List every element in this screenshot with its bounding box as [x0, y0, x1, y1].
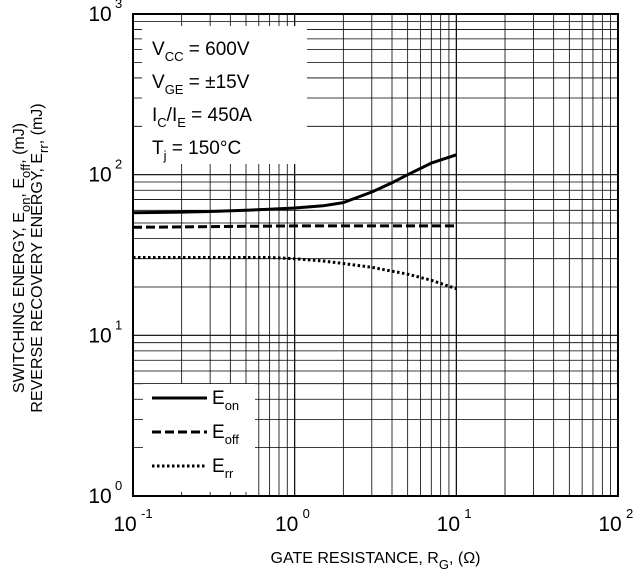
y-tick-exponent: 3	[115, 0, 122, 11]
y-axis-label-line: REVERSE RECOVERY ENERGY, Err, (mJ)	[29, 103, 51, 412]
series-line-on	[132, 153, 457, 215]
x-tick-exponent: 0	[303, 506, 310, 521]
axis-labels: GATE RESISTANCE, RG, (Ω) SWITCHING ENERGY…	[11, 103, 480, 572]
y-axis-label-line: SWITCHING ENERGY, Eon, Eoff, (mJ)	[11, 123, 33, 393]
x-tick-exponent: -1	[141, 506, 153, 521]
x-tick-label: 10	[437, 513, 460, 536]
x-tick-exponent: 2	[626, 506, 633, 521]
x-axis-label: GATE RESISTANCE, RG, (Ω)	[271, 550, 481, 572]
y-tick-label: 10	[88, 3, 111, 26]
conditions-background	[142, 26, 307, 164]
series-lines	[132, 153, 457, 291]
plot-frame	[132, 13, 619, 497]
y-tick-label: 10	[88, 164, 111, 187]
test-conditions-box: VCC = 600V VGE = ±15V IC/IE = 450A Tj = 150…	[142, 26, 307, 164]
condition-line: VCC = 600V	[152, 39, 250, 64]
y-axis-label: SWITCHING ENERGY, Eon, Eoff, (mJ)REVERSE…	[11, 103, 51, 412]
y-tick-exponent: 2	[115, 157, 122, 172]
x-tick-label: 10	[275, 513, 298, 536]
condition-line: Tj = 150°C	[152, 138, 241, 163]
series-line-off	[132, 224, 457, 229]
condition-line: VGE = ±15V	[152, 72, 250, 97]
x-tick-label: 10	[598, 513, 621, 536]
y-tick-exponent: 0	[115, 478, 122, 493]
series-line-rr	[133, 256, 457, 291]
legend: Eon Eoff Err	[143, 384, 255, 492]
x-tick-label: 10	[113, 513, 136, 536]
y-tick-label: 10	[88, 324, 111, 347]
x-tick-exponent: 1	[464, 506, 471, 521]
y-tick-exponent: 1	[115, 317, 122, 332]
legend-label-off: Eoff	[212, 422, 239, 447]
y-tick-label: 10	[88, 485, 111, 508]
legend-label-on: Eon	[212, 388, 239, 413]
condition-line: IC/IE = 450A	[152, 105, 252, 130]
axis-tick-labels: 10 -1 10 0 10 1 10 2 10 0 10 1 10 2 10 3	[88, 0, 633, 536]
legend-background	[143, 384, 255, 492]
legend-label-rr: Err	[212, 456, 234, 481]
